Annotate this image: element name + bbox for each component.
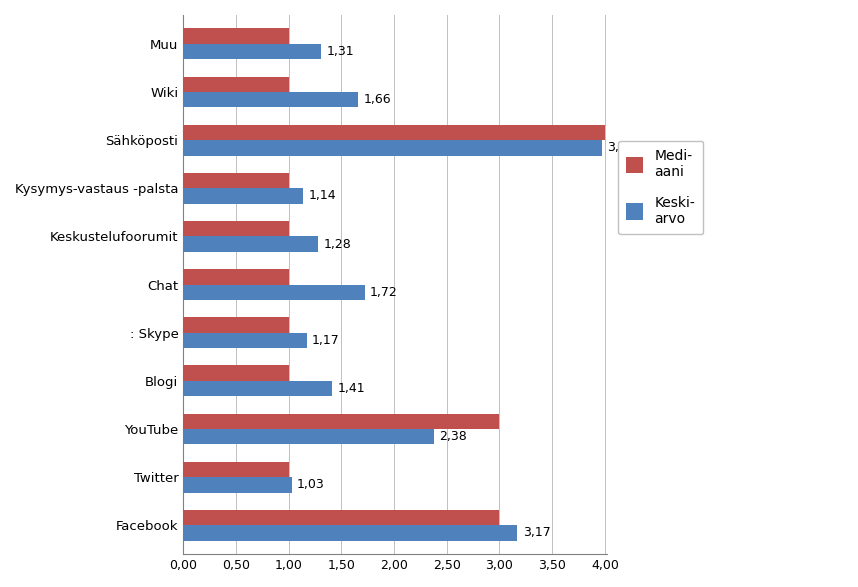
Bar — [184, 188, 304, 204]
Text: 1,72: 1,72 — [370, 286, 397, 299]
Bar — [184, 510, 499, 525]
Bar — [184, 462, 289, 477]
Text: 1,17: 1,17 — [312, 334, 340, 347]
Bar — [184, 269, 289, 285]
Bar — [184, 285, 365, 300]
Bar — [184, 366, 289, 381]
Text: 1,14: 1,14 — [309, 190, 336, 203]
Bar — [184, 173, 289, 188]
Bar — [184, 140, 601, 156]
Bar — [184, 525, 517, 541]
Text: 2,38: 2,38 — [439, 430, 467, 443]
Bar — [184, 381, 332, 396]
Bar — [184, 318, 289, 333]
Bar — [184, 221, 289, 237]
Bar — [184, 429, 434, 444]
Bar — [184, 237, 318, 252]
Text: 3,97: 3,97 — [607, 141, 635, 154]
Bar — [184, 77, 289, 92]
Bar — [184, 29, 289, 44]
Text: 1,41: 1,41 — [337, 382, 365, 395]
Text: 1,28: 1,28 — [323, 238, 351, 251]
Bar — [184, 125, 605, 140]
Bar — [184, 333, 306, 348]
Text: 1,66: 1,66 — [364, 93, 391, 106]
Legend: Medi-
aani, Keski-
arvo: Medi- aani, Keski- arvo — [618, 141, 704, 234]
Text: 1,03: 1,03 — [297, 478, 325, 491]
Text: 1,31: 1,31 — [327, 45, 354, 58]
Text: 3,17: 3,17 — [523, 527, 550, 539]
Bar — [184, 477, 292, 492]
Bar — [184, 414, 499, 429]
Bar — [184, 44, 322, 59]
Bar — [184, 92, 359, 107]
